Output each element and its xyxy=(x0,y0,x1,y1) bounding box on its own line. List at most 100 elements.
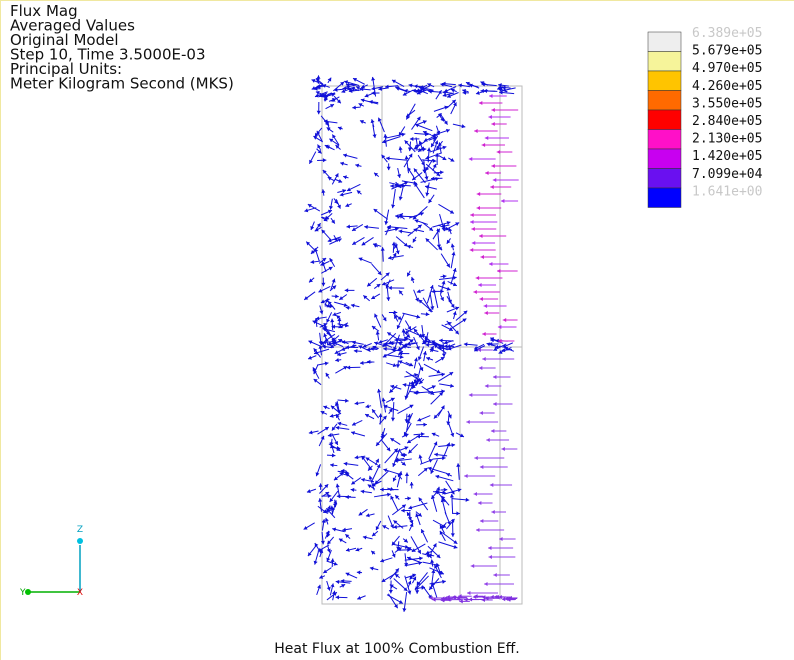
flux-arrowhead xyxy=(402,382,407,388)
flux-arrowhead xyxy=(361,477,365,482)
flux-arrowhead xyxy=(392,462,397,467)
flux-arrowhead xyxy=(403,587,408,592)
flux-arrowhead xyxy=(350,487,355,492)
flux-arrowhead xyxy=(398,229,403,234)
flux-arrowhead xyxy=(382,317,387,322)
flux-arrowhead xyxy=(336,99,341,104)
flux-arrowhead xyxy=(403,242,408,247)
flux-arrowhead xyxy=(367,282,372,287)
flux-arrowhead xyxy=(335,358,339,363)
flux-arrowhead xyxy=(331,426,336,431)
legend-label: 4.260e+05 xyxy=(692,79,762,94)
flux-arrowhead xyxy=(331,324,336,329)
flux-arrowhead xyxy=(450,533,455,537)
flux-arrowhead xyxy=(382,343,387,347)
flux-arrowhead xyxy=(372,134,377,138)
flux-arrowhead xyxy=(318,345,323,349)
flux-arrowhead xyxy=(407,341,411,346)
flux-arrowhead xyxy=(410,380,415,385)
flux-arrowhead xyxy=(481,142,486,148)
flux-arrowhead xyxy=(376,388,382,393)
flux-arrowhead xyxy=(331,337,336,342)
flux-arrowhead xyxy=(390,397,395,402)
flux-arrowhead xyxy=(464,473,468,479)
flux-arrowhead xyxy=(326,127,331,132)
flux-arrowhead xyxy=(378,413,383,418)
legend-label: 1.420e+05 xyxy=(692,149,762,164)
flux-arrowhead xyxy=(437,90,442,95)
flux-arrowhead xyxy=(420,432,425,437)
flux-arrowhead xyxy=(488,545,492,551)
flux-arrowhead xyxy=(431,385,436,389)
flux-arrowhead xyxy=(357,595,362,600)
flux-arrowhead xyxy=(418,140,423,145)
flux-arrowhead xyxy=(378,86,383,91)
flux-arrowhead xyxy=(417,512,422,517)
flux-arrowhead xyxy=(351,344,355,348)
flux-arrowhead xyxy=(334,440,338,445)
legend-label: 3.550e+05 xyxy=(692,96,762,111)
flux-arrowhead xyxy=(427,308,432,313)
flux-arrowhead xyxy=(418,85,423,90)
flux-arrowhead xyxy=(435,562,440,567)
flux-arrowhead xyxy=(441,227,446,232)
flux-arrowhead xyxy=(327,77,332,82)
flux-arrowhead xyxy=(356,190,361,195)
flux-arrowhead xyxy=(486,437,490,443)
flux-arrowhead xyxy=(329,505,335,510)
header-line: Step 10, Time 3.5000E-03 xyxy=(10,46,205,64)
flux-arrowhead xyxy=(397,174,402,178)
flux-arrowhead xyxy=(390,438,395,442)
flux-arrowhead xyxy=(428,458,433,463)
flux-arrowhead xyxy=(356,86,360,90)
flux-arrowhead xyxy=(407,147,413,152)
flux-arrowhead xyxy=(370,119,375,124)
flux-arrowhead xyxy=(326,548,331,553)
flux-arrowhead xyxy=(414,219,419,224)
flux-arrowhead xyxy=(444,105,449,110)
flux-arrowhead xyxy=(491,163,495,169)
flux-arrowhead xyxy=(442,156,447,160)
flux-arrowhead xyxy=(438,345,443,349)
flux-arrowhead xyxy=(324,361,329,366)
flux-arrowhead xyxy=(443,487,448,492)
flux-arrowhead xyxy=(423,422,427,427)
flux-arrowhead xyxy=(426,552,431,557)
flux-arrowhead xyxy=(480,81,485,86)
flux-arrowhead xyxy=(375,331,380,335)
flux-arrowhead xyxy=(386,447,391,452)
flux-arrowhead xyxy=(429,595,433,601)
flux-arrowhead xyxy=(326,586,331,591)
flux-arrowhead xyxy=(402,91,407,96)
flux-arrowhead xyxy=(324,427,329,431)
flux-arrowhead xyxy=(470,212,474,218)
flux-arrowhead xyxy=(486,342,491,347)
flux-arrowhead xyxy=(327,540,332,545)
flux-arrowhead xyxy=(500,198,505,204)
flux-arrowhead xyxy=(345,495,349,500)
flux-arrowhead xyxy=(427,466,432,471)
flux-arrowhead xyxy=(498,338,502,344)
flux-arrowhead xyxy=(421,340,426,345)
flux-arrowhead xyxy=(470,219,474,225)
flux-arrowhead xyxy=(444,226,449,231)
flux-arrowhead xyxy=(391,541,396,546)
flux-arrowhead xyxy=(381,578,386,582)
flux-arrowhead xyxy=(426,147,431,152)
flux-arrowhead xyxy=(323,405,328,410)
flux-arrowhead xyxy=(342,189,347,194)
flux-arrowhead xyxy=(484,310,488,316)
flux-arrowhead xyxy=(491,509,495,515)
flux-arrowhead xyxy=(335,425,340,430)
flux-arrowhead xyxy=(365,513,370,518)
flux-arrowhead xyxy=(502,344,507,348)
flux-arrowhead xyxy=(345,534,350,539)
flux-arrowhead xyxy=(372,532,377,537)
flux-arrowhead xyxy=(354,401,359,406)
flux-arrowhead xyxy=(403,538,408,543)
flux-arrowhead xyxy=(388,340,393,345)
flux-arrowhead xyxy=(374,341,379,346)
flux-arrowhead xyxy=(485,596,489,601)
flux-arrowhead xyxy=(392,252,397,257)
